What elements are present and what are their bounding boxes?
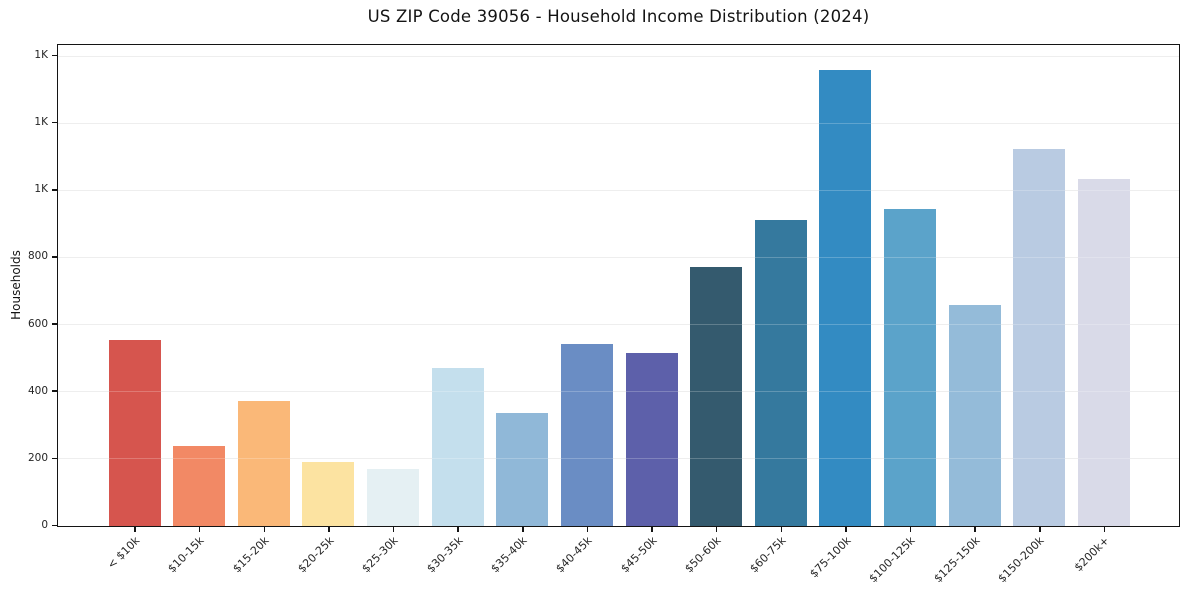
gridline-overlay-1400 [58,55,1179,57]
gridline-overlay-400 [58,391,1179,393]
x-tick-label: $150-200k [995,534,1048,586]
gridline-200 [58,458,1179,460]
x-tick-label: $35-40k [488,534,530,576]
x-tick-mark-5 [392,527,395,532]
y-tick-mark-200 [52,457,57,460]
x-tick-mark-8 [586,527,589,532]
x-tick-mark-2 [198,527,201,532]
bar--50-60k [690,266,743,526]
bar--100-125k [884,208,937,526]
x-tick-mark-13 [909,527,912,532]
x-tick-label: $25-30k [359,534,401,576]
x-tick-label: $200k+ [1071,534,1112,575]
y-tick-mark-600 [52,323,57,325]
bar--45-50k [625,352,678,526]
bar--60-75k [754,220,807,526]
x-tick-label: $100-125k [866,534,918,586]
x-tick-mark-1 [134,527,136,532]
gridline-overlay-600 [58,324,1179,326]
chart-title: US ZIP Code 39056 - Household Income Dis… [367,7,870,26]
x-tick-label: $30-35k [424,534,466,576]
x-tick-mark-3 [263,527,265,532]
bar--30-35k [431,368,484,526]
x-tick-label: $50-60k [682,534,724,576]
y-tick-mark-1400 [52,54,57,57]
bar--200k+ [1077,178,1130,526]
x-tick-mark-9 [651,527,653,532]
x-tick-label: $125-150k [931,534,983,586]
x-tick-mark-10 [715,527,718,532]
y-tick-label: 600 [27,317,48,330]
x-tick-mark-14 [974,527,976,532]
bar--150-200k [1013,149,1066,526]
x-tick-label: $15-20k [230,534,272,576]
bar--10k [108,340,161,526]
y-tick-label: 0 [41,519,48,531]
gridline-overlay-200 [58,458,1179,460]
y-tick-label: 1K [34,49,48,62]
x-tick-label: $40-45k [553,534,595,576]
gridline-600 [58,324,1179,326]
bar--40-45k [560,343,613,526]
y-tick-label: 800 [27,250,48,263]
gridline-overlay-1200 [58,122,1179,124]
y-tick-mark-1000 [52,189,57,191]
gridline-1000 [58,189,1179,191]
y-tick-label: 400 [27,384,48,397]
gridline-overlay-800 [58,256,1179,258]
gridline-overlay-1000 [58,189,1179,191]
x-tick-mark-4 [328,527,330,532]
y-tick-mark-0 [52,524,57,527]
x-tick-label: $45-50k [617,534,660,576]
y-tick-label: 1K [34,183,48,196]
gridline-1400 [58,55,1179,57]
x-tick-mark-6 [457,527,459,532]
x-tick-label: < $10k [104,534,143,572]
bar--125-150k [948,304,1001,526]
gridline-1200 [58,122,1179,124]
y-tick-mark-1200 [52,121,57,124]
y-tick-label: 200 [27,451,48,464]
bar--20-25k [302,462,355,526]
bar--35-40k [496,413,549,526]
gridline-400 [58,391,1179,393]
x-tick-mark-15 [1039,527,1041,532]
bar--15-20k [237,400,290,526]
x-tick-mark-11 [780,527,783,532]
y-tick-mark-800 [52,256,57,258]
x-tick-mark-12 [845,527,847,532]
x-tick-label: $75-100k [806,534,854,581]
bar--75-100k [819,70,872,526]
x-tick-mark-16 [1103,527,1106,532]
plot-area [57,44,1180,527]
gridline-800 [58,256,1179,258]
bar--25-30k [367,469,420,526]
x-tick-label: $60-75k [747,534,789,576]
y-tick-mark-400 [52,390,57,392]
x-tick-label: $10-15k [165,534,207,576]
x-tick-mark-7 [522,527,524,532]
x-tick-label: $20-25k [294,534,337,576]
y-tick-label: 1K [34,116,48,129]
bar--10-15k [173,446,226,526]
